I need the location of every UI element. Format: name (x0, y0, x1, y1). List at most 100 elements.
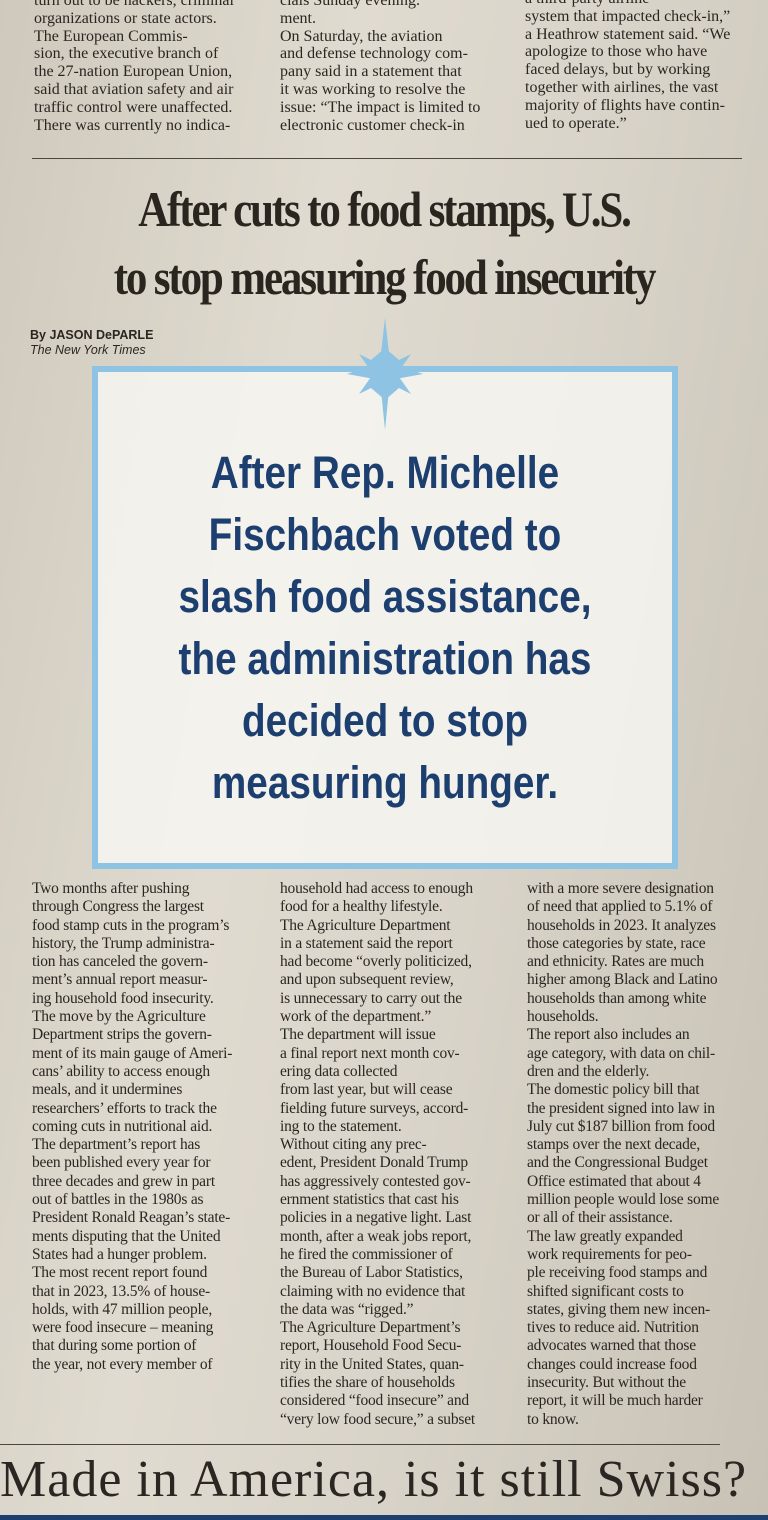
text-line: States had a hunger problem. (32, 1245, 207, 1263)
text-line: holds, with 47 million people, (32, 1300, 212, 1318)
text-line: and ethnicity. Rates are much (527, 953, 704, 971)
bottom-accent-bar (0, 1515, 768, 1520)
divider-rule-bottom (0, 1444, 720, 1445)
top-column-1: turn out to be hackers, criminal organiza… (34, 0, 234, 134)
overlay-line: slash food assistance, (178, 571, 592, 622)
text-line: ment’s annual report measur- (32, 971, 208, 989)
text-line: rity in the United States, quan- (280, 1355, 464, 1373)
text-line: ment of its main gauge of Ameri- (32, 1044, 233, 1062)
text-line: food for a healthy lifestyle. (280, 898, 443, 916)
overlay-line: decided to stop (242, 695, 528, 746)
text-line: to know. (527, 1410, 579, 1428)
text-line: policies in a negative light. Last (280, 1209, 472, 1227)
text-line: out of battles in the 1980s as (32, 1191, 204, 1209)
text-line: a Heathrow statement said. “We (525, 25, 731, 43)
overlay-line: the administration has (178, 633, 592, 684)
text-line: the data was “rigged.” (280, 1300, 414, 1318)
text-line: organizations or state actors. (34, 9, 217, 27)
text-line: There was currently no indica- (34, 116, 231, 134)
text-line: report, Household Food Secu- (280, 1337, 462, 1355)
text-line: ing to the statement. (280, 1117, 402, 1135)
text-line: The domestic policy bill that (527, 1081, 700, 1099)
headline-line-1: After cuts to food stamps, U.S. (138, 181, 632, 237)
text-line: dren and the elderly. (527, 1062, 650, 1080)
text-line: ued to operate.” (525, 114, 627, 132)
text-line: month, after a weak jobs report, (280, 1227, 472, 1245)
text-line: food stamp cuts in the program’s (32, 916, 230, 934)
text-line: apologize to those who have (525, 43, 708, 61)
text-line: fielding future surveys, accord- (280, 1099, 469, 1117)
text-line: history, the Trump administra- (32, 934, 215, 952)
next-headline: Made in America, is it still Swiss? (0, 1451, 748, 1508)
text-line: together with airlines, the vast (525, 78, 719, 96)
text-line: million people would lose some (527, 1191, 720, 1209)
text-line: majority of flights have contin- (525, 96, 725, 114)
text-line: tifies the share of households (280, 1374, 455, 1392)
text-line: states, giving them new incen- (527, 1300, 710, 1318)
text-line: households. (527, 1008, 599, 1026)
text-line: households than among white (527, 989, 707, 1007)
text-line: tives to reduce aid. Nutrition (527, 1319, 699, 1337)
text-line: he fired the commissioner of (280, 1245, 453, 1263)
overlay-line: Fischbach voted to (208, 509, 562, 560)
text-line: those categories by state, race (527, 934, 706, 952)
text-line: ments disputing that the United (32, 1227, 221, 1245)
text-line: in a statement said the report (280, 934, 453, 952)
text-line: ple receiving food stamps and (527, 1264, 708, 1282)
text-line: and defense technology com- (280, 45, 468, 63)
byline-author: By JASON DePARLE (30, 328, 154, 342)
text-line: The department will issue (280, 1026, 436, 1044)
text-line: and upon subsequent review, (280, 971, 454, 989)
text-line: On Saturday, the aviation (280, 27, 443, 45)
overlay-line: After Rep. Michelle (210, 447, 560, 498)
text-line: higher among Black and Latino (527, 971, 718, 989)
text-line: ering data collected (280, 1062, 398, 1080)
text-line: shifted significant costs to (527, 1282, 684, 1300)
text-line: that during some portion of (32, 1337, 197, 1355)
text-line: The Agriculture Department’s (280, 1319, 461, 1337)
text-line: ernment statistics that cast his (280, 1191, 459, 1209)
text-line: report, it will be much harder (527, 1392, 703, 1410)
text-line: claiming with no evidence that (280, 1282, 466, 1300)
text-line: researchers’ efforts to track the (32, 1099, 217, 1117)
sparkle-star-icon (347, 318, 423, 430)
text-line: insecurity. But without the (527, 1374, 686, 1392)
text-line: The most recent report found (32, 1264, 208, 1282)
text-line: July cut $187 billion from food (527, 1117, 715, 1135)
text-line: stamps over the next decade, (527, 1136, 701, 1154)
text-line: and the Congressional Budget (527, 1154, 708, 1172)
top-column-3: a third-party airlinesystem that impacte… (525, 0, 730, 132)
text-line: The department’s report has (32, 1136, 201, 1154)
text-line: that in 2023, 13.5% of house- (32, 1282, 211, 1300)
text-line: electronic customer check-in (280, 116, 465, 134)
text-line: household had access to enough (280, 880, 473, 897)
text-line: coming cuts in nutritional aid. (32, 1117, 213, 1135)
text-line: work requirements for peo- (527, 1245, 692, 1263)
text-line: President Ronald Reagan’s state- (32, 1209, 231, 1227)
text-line: “very low food secure,” a subset (280, 1410, 476, 1428)
text-line: of need that applied to 5.1% of (527, 898, 713, 916)
text-line: Two months after pushing (32, 880, 190, 897)
text-line: system that impacted check-in,” (525, 7, 731, 25)
headline-line-2: to stop measuring food insecurity (113, 249, 657, 305)
text-line: been published every year for (32, 1154, 211, 1172)
text-line: The Agriculture Department (280, 916, 451, 934)
text-line: from last year, but will cease (280, 1081, 453, 1099)
text-line: Without citing any prec- (280, 1136, 427, 1154)
text-line: age category, with data on chil- (527, 1044, 715, 1062)
body-column-1: Two months after pushing through Congress… (32, 880, 232, 1374)
text-line: cans’ ability to access enough (32, 1062, 210, 1080)
text-line: The report also includes an (527, 1026, 690, 1044)
text-line: The law greatly expanded (527, 1227, 683, 1245)
text-line: changes could increase food (527, 1355, 697, 1373)
text-line: Office estimated that about 4 (527, 1172, 701, 1190)
text-line: The move by the Agriculture (32, 1008, 206, 1026)
quote-overlay-box: After Rep. Michelle Fischbach voted to s… (92, 366, 678, 869)
text-line: pany said in a statement that (280, 63, 462, 81)
divider-rule (32, 158, 742, 159)
text-line: is unnecessary to carry out the (280, 989, 462, 1007)
body-column-2: household had access to enough food for a… (280, 880, 475, 1429)
byline: By JASON DePARLE The New York Times (30, 328, 153, 358)
text-line: the Bureau of Labor Statistics, (280, 1264, 463, 1282)
text-line: a final report next month cov- (280, 1044, 460, 1062)
